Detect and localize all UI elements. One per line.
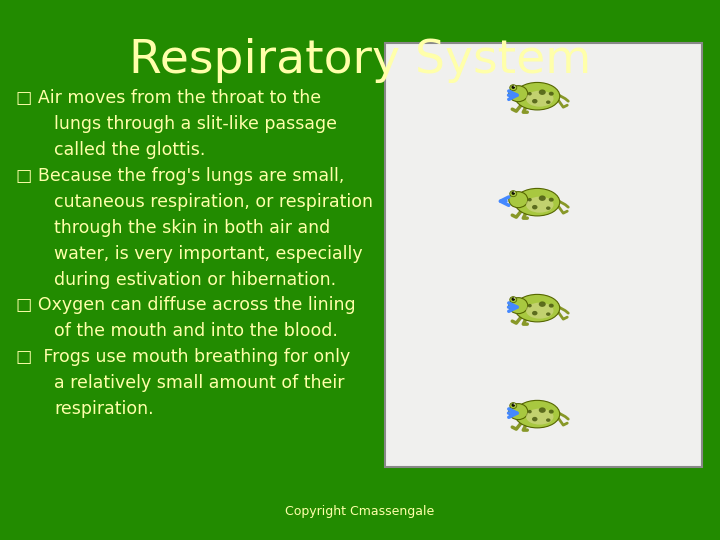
Ellipse shape [539, 407, 546, 413]
Text: □  Frogs use mouth breathing for only: □ Frogs use mouth breathing for only [16, 348, 350, 366]
Text: Copyright Cmassengale: Copyright Cmassengale [285, 505, 435, 518]
Text: □ Because the frog's lungs are small,: □ Because the frog's lungs are small, [16, 167, 344, 185]
Ellipse shape [528, 92, 532, 96]
Ellipse shape [528, 304, 532, 307]
Ellipse shape [539, 90, 546, 95]
Ellipse shape [532, 311, 538, 315]
Ellipse shape [532, 417, 538, 421]
Ellipse shape [549, 92, 554, 96]
Text: a relatively small amount of their: a relatively small amount of their [54, 374, 344, 392]
Text: respiration.: respiration. [54, 400, 153, 418]
Ellipse shape [515, 400, 559, 428]
Bar [385, 43, 702, 467]
Ellipse shape [511, 298, 515, 301]
Ellipse shape [515, 294, 559, 322]
Ellipse shape [546, 312, 551, 316]
Ellipse shape [509, 298, 528, 314]
Ellipse shape [510, 191, 517, 197]
Ellipse shape [515, 188, 559, 216]
Ellipse shape [511, 191, 515, 195]
Ellipse shape [528, 198, 532, 201]
Ellipse shape [511, 85, 515, 89]
Ellipse shape [509, 192, 528, 208]
Text: □ Air moves from the throat to the: □ Air moves from the throat to the [16, 89, 321, 107]
Ellipse shape [526, 197, 554, 213]
Ellipse shape [510, 403, 517, 409]
Text: Respiratory System: Respiratory System [129, 38, 591, 83]
Ellipse shape [510, 296, 517, 302]
Ellipse shape [549, 410, 554, 414]
Text: during estivation or hibernation.: during estivation or hibernation. [54, 271, 336, 288]
Ellipse shape [549, 198, 554, 201]
Ellipse shape [546, 418, 551, 422]
Ellipse shape [509, 86, 528, 102]
Text: water, is very important, especially: water, is very important, especially [54, 245, 363, 262]
Ellipse shape [513, 85, 515, 87]
Ellipse shape [509, 403, 528, 420]
Ellipse shape [513, 298, 515, 299]
Ellipse shape [528, 410, 532, 413]
Ellipse shape [532, 205, 538, 210]
Text: □ Oxygen can diffuse across the lining: □ Oxygen can diffuse across the lining [16, 296, 356, 314]
Ellipse shape [539, 301, 546, 307]
Text: lungs through a slit-like passage: lungs through a slit-like passage [54, 115, 337, 133]
Ellipse shape [526, 409, 554, 424]
Ellipse shape [511, 403, 515, 407]
Text: cutaneous respiration, or respiration: cutaneous respiration, or respiration [54, 193, 373, 211]
Ellipse shape [526, 91, 554, 107]
Ellipse shape [526, 302, 554, 319]
Ellipse shape [549, 303, 554, 308]
Ellipse shape [513, 403, 515, 405]
Ellipse shape [539, 195, 546, 201]
Ellipse shape [513, 192, 515, 193]
Text: through the skin in both air and: through the skin in both air and [54, 219, 330, 237]
Ellipse shape [546, 100, 551, 104]
Ellipse shape [532, 99, 538, 104]
Ellipse shape [546, 206, 551, 210]
Text: called the glottis.: called the glottis. [54, 141, 205, 159]
Ellipse shape [510, 85, 517, 91]
Ellipse shape [515, 83, 559, 110]
Text: of the mouth and into the blood.: of the mouth and into the blood. [54, 322, 338, 340]
